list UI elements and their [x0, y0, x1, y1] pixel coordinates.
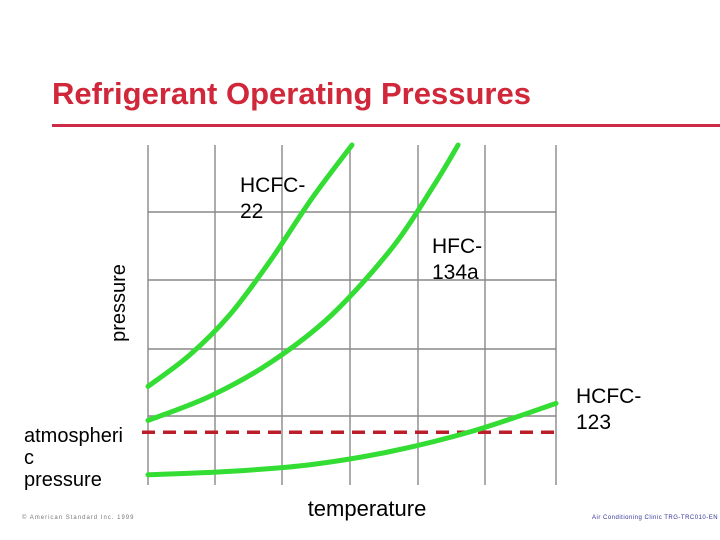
series-label-hfc-134a-line-1: 134a	[432, 261, 479, 284]
series-label-hcfc-22-line-0: HCFC-	[240, 174, 305, 197]
series-line-hcfc-22	[145, 142, 355, 389]
series-label-hcfc-22-line-1: 22	[240, 200, 263, 223]
series-line-hcfc-123	[145, 400, 559, 478]
atmospheric-pressure-label-line-0: atmospheri	[24, 425, 123, 447]
copyright-footer: © American Standard Inc. 1999	[22, 515, 135, 521]
title-underline	[52, 124, 720, 127]
atmospheric-pressure-label-line-2: pressure	[24, 469, 102, 491]
x-axis-label: temperature	[308, 496, 427, 521]
y-axis-label: pressure	[108, 264, 130, 342]
series-label-hcfc-123-line-1: 123	[576, 411, 611, 434]
atmospheric-pressure-label-line-1: c	[24, 447, 34, 469]
series-line-hfc-134a	[145, 142, 461, 423]
series-label-hcfc-123-line-0: HCFC-	[576, 385, 641, 408]
course-footer: Air Conditioning Clinic TRG-TRC010-EN	[592, 515, 719, 521]
series-label-hfc-134a-line-0: HFC-	[432, 235, 482, 258]
slide-title: Refrigerant Operating Pressures	[52, 76, 531, 111]
